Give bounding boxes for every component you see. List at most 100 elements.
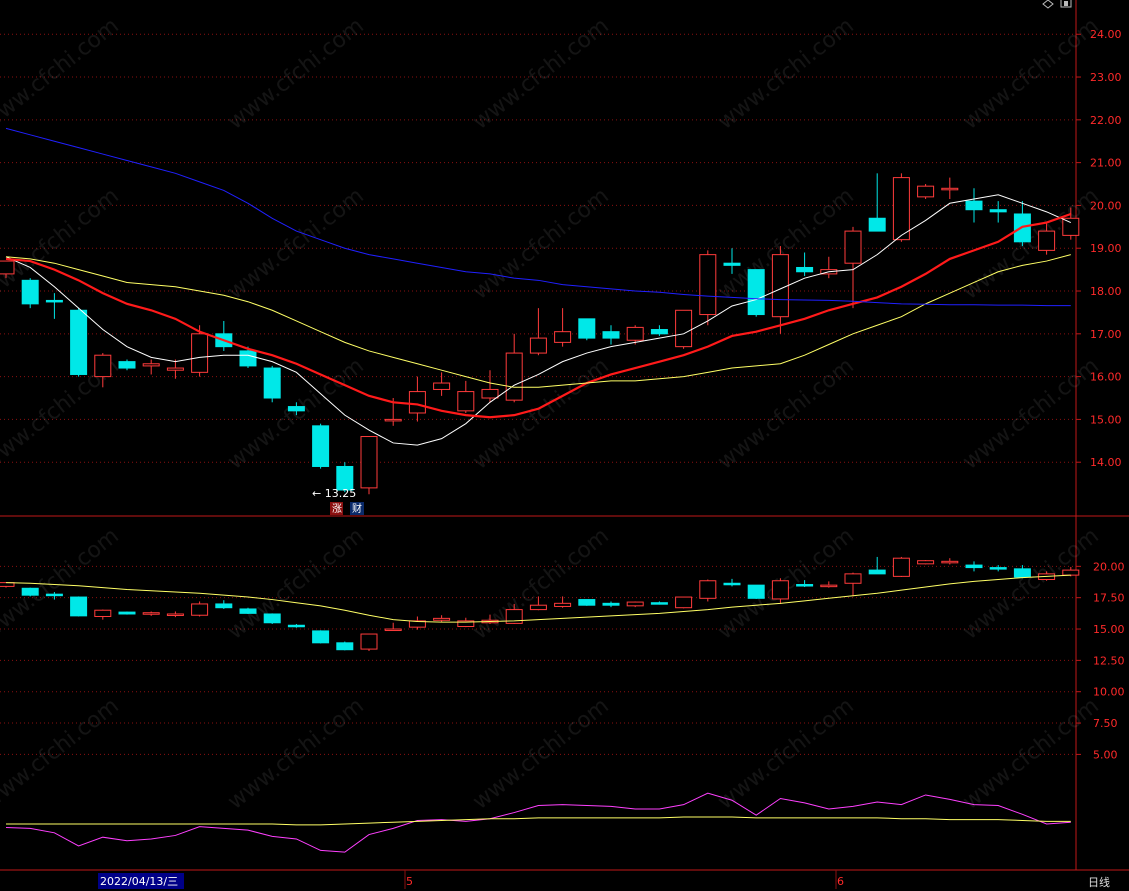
watermark-text: www.cfchi.com (713, 13, 858, 134)
candle-down (215, 603, 233, 609)
candle-down (21, 587, 39, 596)
low-price-marker: ← 13.25 (312, 487, 356, 500)
diamond-icon[interactable] (1042, 0, 1054, 9)
indicator_b-line (6, 816, 1071, 826)
watermark-text: www.cfchi.com (223, 693, 368, 814)
candle-up (1062, 569, 1080, 576)
candle-up (892, 177, 910, 241)
candle-up (384, 418, 402, 422)
secondary-tick-label: 12.50 (1093, 654, 1125, 667)
candle-down (650, 329, 668, 335)
tag-zhang[interactable]: 涨 (332, 503, 342, 515)
candle-up (917, 185, 935, 198)
candle-up (771, 254, 789, 318)
candle-up (892, 557, 910, 577)
candle-up (191, 333, 209, 373)
candle-down (989, 567, 1007, 570)
candle-up (166, 367, 184, 371)
candle-up (1038, 230, 1056, 251)
candle-down (45, 299, 63, 303)
watermark-text: www.cfchi.com (958, 523, 1103, 644)
watermark-text: www.cfchi.com (0, 13, 124, 134)
candle-down (723, 262, 741, 266)
watermark-text: www.cfchi.com (468, 523, 613, 644)
candle-down (796, 266, 814, 273)
price-tick-label: 16.00 (1090, 371, 1122, 384)
price-tick-label: 18.00 (1090, 285, 1122, 298)
period-button[interactable]: 日线 (1088, 875, 1110, 889)
watermark-text: www.cfchi.com (958, 13, 1103, 134)
candle-up (360, 436, 378, 489)
candle-up (142, 363, 160, 367)
candle-up (433, 382, 451, 390)
candle-down (118, 361, 136, 369)
candle-up (0, 260, 15, 275)
ma60-line (5, 127, 1071, 307)
candle-up (408, 620, 426, 628)
candle-up (384, 628, 402, 632)
candle-down (287, 406, 305, 412)
ma20-line (5, 254, 1071, 388)
candle-down (312, 425, 330, 467)
tag-cai[interactable]: 财 (352, 502, 362, 515)
candle-down (70, 309, 88, 375)
candle-down (239, 608, 257, 614)
tag-zhang-box[interactable] (330, 502, 343, 515)
candle-down (747, 584, 765, 599)
candle-up (529, 604, 547, 611)
candle-down (650, 602, 668, 605)
watermark-text: www.cfchi.com (0, 523, 124, 644)
candle-up (917, 560, 935, 565)
ma10-line (5, 212, 1072, 419)
candle-up (408, 391, 426, 414)
candle-down (723, 582, 741, 586)
candle-down (965, 200, 983, 211)
candle-up (941, 560, 959, 564)
secondary-tick-label: 10.00 (1093, 686, 1125, 699)
secondary-price-panel[interactable] (0, 556, 1080, 651)
tag-cai-box[interactable] (350, 502, 364, 515)
candle-up (675, 596, 693, 609)
secondary-tick-label: 17.50 (1093, 592, 1125, 605)
candle-down (287, 624, 305, 628)
price-tick-label: 19.00 (1090, 242, 1122, 255)
candle-up (1062, 217, 1080, 236)
watermark-text: www.cfchi.com (0, 693, 124, 814)
price-tick-label: 17.00 (1090, 328, 1122, 341)
indicator-panel[interactable] (5, 792, 1071, 853)
candle-down (578, 599, 596, 606)
watermark-text: www.cfchi.com (468, 13, 613, 134)
candle-up (844, 230, 862, 264)
watermark-text: www.cfchi.com (468, 693, 613, 814)
watermark-text: www.cfchi.com (0, 183, 124, 304)
watermark-text: www.cfchi.com (468, 183, 613, 304)
candle-up (771, 580, 789, 600)
cursor-date-label: 2022/04/13/三 (100, 875, 178, 888)
price-axis: 24.00 23.00 22.00 21.00 20.00 19.00 18.00 17.00… (1076, 28, 1125, 761)
candle-up (433, 617, 451, 621)
candle-down (263, 613, 281, 624)
candle-down (868, 569, 886, 575)
price-tick-label: 20.00 (1090, 199, 1122, 212)
main-price-panel[interactable] (0, 127, 1080, 495)
candle-down (965, 564, 983, 569)
price-tick-label: 15.00 (1090, 413, 1122, 426)
candle-down (239, 350, 257, 367)
candle-down (263, 367, 281, 399)
price-tick-label: 14.00 (1090, 456, 1122, 469)
price-tick-label: 23.00 (1090, 71, 1122, 84)
secondary-tick-label: 7.50 (1093, 717, 1118, 730)
watermark-layer: www.cfchi.com www.cfchi.com www.cfchi.com w… (0, 13, 1104, 814)
secondary-tick-label: 15.00 (1093, 623, 1125, 636)
candle-down (796, 584, 814, 587)
window-icon[interactable] (1060, 0, 1072, 8)
month-label-june: 6 (837, 875, 844, 888)
candle-up (505, 609, 523, 624)
ma5-line (5, 194, 1072, 446)
candle-up (457, 391, 475, 412)
candle-up (554, 602, 572, 607)
candle-up (529, 337, 547, 354)
candle-up (360, 633, 378, 650)
candle-down (602, 331, 620, 339)
